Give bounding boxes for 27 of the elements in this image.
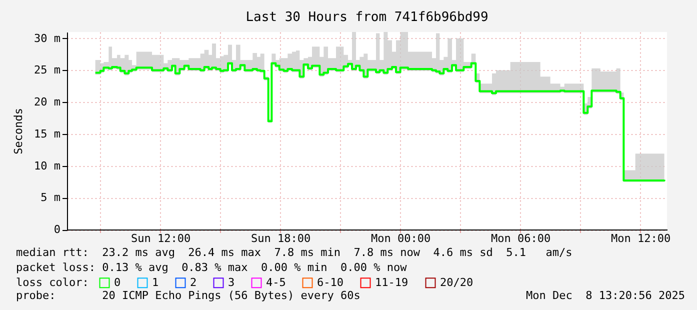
x-tick-label: Mon 06:00 xyxy=(491,232,551,245)
legend-label: 6-10 xyxy=(317,276,344,289)
text: Mon Dec 8 13:20:56 2025 xyxy=(526,289,685,302)
legend-label: 3 xyxy=(228,276,235,289)
y-tick-label: 5 m xyxy=(40,191,61,204)
x-tick-label: Sun 18:00 xyxy=(251,232,311,245)
x-tick-label: Sun 12:00 xyxy=(131,232,191,245)
legend-label: 0 xyxy=(114,276,121,289)
y-tick-label: 20 m xyxy=(34,96,61,109)
y-axis-title: Seconds xyxy=(12,108,26,154)
legend-label: 11-19 xyxy=(375,276,408,289)
text: probe: 20 ICMP Echo Pings (56 Bytes) every 60s xyxy=(16,289,360,302)
y-tick-label: 30 m xyxy=(34,32,61,45)
chart-title: Last 30 Hours from 741f6b96bd99 xyxy=(246,10,488,25)
x-tick-label: Mon 12:00 xyxy=(611,232,671,245)
legend-title: loss color: xyxy=(16,276,89,289)
y-tick-label: 15 m xyxy=(34,127,61,140)
x-tick-label: Mon 00:00 xyxy=(371,232,431,245)
legend-label: 20/20 xyxy=(440,276,474,289)
text: median rtt: 23.2 ms avg 26.4 ms max 7.8 ms min 7.8 ms now 4.6 ms sd 5.1 am/s xyxy=(16,246,572,259)
y-tick-label: 25 m xyxy=(34,64,61,77)
legend-label: 1 xyxy=(152,276,159,289)
y-tick-label: 0 xyxy=(54,223,60,236)
y-tick-label: 10 m xyxy=(34,159,61,172)
legend-label: 2 xyxy=(190,276,197,289)
legend-label: 4-5 xyxy=(266,276,286,289)
text: packet loss: 0.13 % avg 0.83 % max 0.00 % min 0.00 % now xyxy=(16,261,407,274)
